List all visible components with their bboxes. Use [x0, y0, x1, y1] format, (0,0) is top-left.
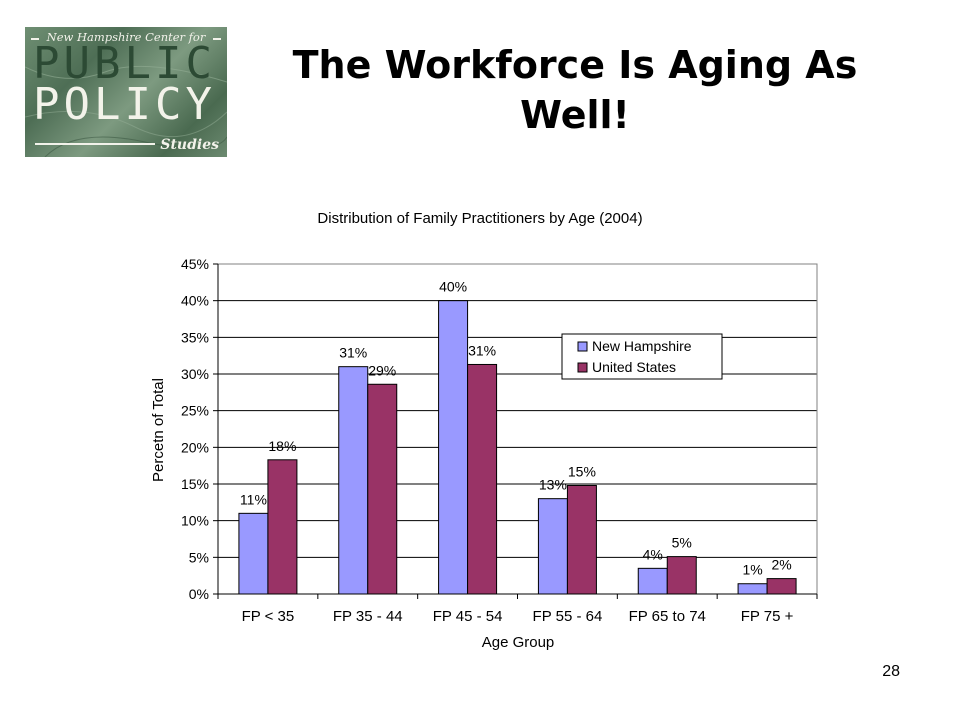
x-axis: FP < 35 FP 35 - 44 FP 45 - 54 FP 55 - 64 FP … [217, 593, 818, 625]
y-tick-label: 30% [181, 366, 209, 382]
chart-title: Distribution of Family Practitioners by … [317, 210, 643, 227]
x-tick-label: FP 45 - 54 [433, 608, 503, 625]
x-tick-label: FP 75 + [741, 608, 794, 625]
bar-new-hampshire [537, 498, 568, 595]
x-axis-title: Age Group [481, 634, 555, 651]
legend: New Hampshire United States [561, 333, 723, 380]
legend-label: New Hampshire [592, 338, 692, 354]
y-tick-label: 20% [181, 439, 209, 455]
y-tick-label: 15% [181, 476, 209, 492]
data-label: 1% [742, 562, 762, 578]
bar-new-hampshire [238, 512, 269, 595]
bar-united-states [467, 363, 498, 595]
bar-united-states [666, 556, 697, 595]
data-label: 31% [339, 345, 367, 361]
data-label: 29% [368, 362, 396, 378]
bar-new-hampshire [338, 366, 369, 595]
y-tick-label: 10% [181, 513, 209, 529]
logo-rule-right [213, 38, 221, 40]
bar-new-hampshire [438, 300, 469, 595]
logo-word-policy: POLICY [33, 79, 216, 130]
logo-rule-left [31, 38, 39, 40]
data-label: 31% [468, 342, 496, 358]
legend-label: United States [592, 359, 676, 375]
bar-united-states [566, 484, 597, 595]
data-label: 11% [240, 491, 267, 507]
data-label: 2% [771, 557, 791, 573]
x-tick-label: FP < 35 [242, 608, 295, 625]
y-tick-label: 45% [181, 256, 209, 272]
page-number: 28 [882, 663, 900, 680]
x-tick-label: FP 35 - 44 [333, 608, 403, 625]
y-tick-label: 0% [189, 586, 209, 602]
x-tick-label: FP 55 - 64 [533, 608, 603, 625]
data-label: 13% [539, 477, 567, 493]
y-tick-label: 35% [181, 329, 209, 345]
data-label: 18% [268, 438, 296, 454]
y-tick-label: 25% [181, 403, 209, 419]
bar-new-hampshire [637, 567, 668, 595]
logo-word-public: PUBLIC [33, 38, 216, 89]
y-tick-label: 5% [189, 549, 209, 565]
data-label: 5% [672, 535, 692, 551]
legend-swatch [577, 341, 588, 352]
logo-rule-bottom [35, 143, 155, 145]
data-label: 15% [568, 463, 596, 479]
logo-subtitle: New Hampshire Center for [46, 30, 206, 44]
plot-area-border [217, 263, 818, 595]
data-label: 40% [439, 279, 467, 295]
bars [238, 300, 797, 595]
data-label: 4% [643, 546, 663, 562]
x-tick-label: FP 65 to 74 [629, 608, 706, 625]
slide-title: The Workforce Is Aging As Well! [292, 43, 858, 137]
bar-united-states [267, 459, 298, 595]
y-tick-label: 40% [181, 293, 209, 309]
bar-united-states [367, 383, 398, 595]
y-axis: 0% 5% 10% 15% 20% 25% 30% 35% 40% 45% [181, 256, 219, 602]
center-logo: New Hampshire Center for PUBLIC POLICY S… [25, 27, 227, 157]
legend-swatch [577, 362, 588, 373]
bar-new-hampshire [737, 583, 768, 595]
legend-box [561, 333, 723, 380]
logo-word-studies: Studies [160, 137, 219, 153]
gridlines [217, 263, 818, 595]
data-labels: 11%18%31%29%40%31%13%15%4%5%1% 2% [240, 279, 792, 578]
y-axis-title: Percetn of Total [150, 378, 167, 482]
bar-united-states [766, 578, 797, 595]
